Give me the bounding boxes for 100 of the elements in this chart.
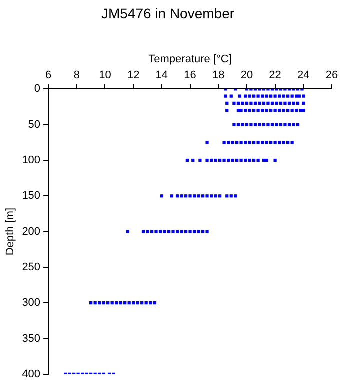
point (286, 94, 290, 98)
point (192, 230, 196, 234)
point (250, 102, 253, 106)
point (172, 230, 175, 234)
point (254, 102, 258, 106)
point (286, 141, 290, 144)
point (265, 94, 268, 98)
x-tick-label: 8 (74, 70, 80, 82)
point (206, 141, 209, 144)
point (98, 302, 102, 305)
point (290, 141, 294, 144)
point (290, 94, 294, 98)
point (210, 158, 214, 162)
point (248, 109, 252, 112)
point (197, 194, 200, 198)
point (206, 230, 209, 234)
point (110, 302, 114, 305)
point (262, 102, 266, 106)
point (115, 302, 118, 305)
y-tick-label: 300 (22, 297, 41, 310)
point (252, 158, 256, 162)
point (295, 94, 298, 98)
point (222, 141, 226, 144)
point (214, 158, 218, 162)
point (274, 94, 277, 98)
point (270, 109, 273, 112)
point (149, 302, 152, 305)
point (262, 158, 266, 162)
point (241, 102, 244, 106)
point (226, 109, 229, 112)
point (252, 94, 256, 98)
x-tick-label: 16 (184, 70, 196, 82)
point (146, 230, 150, 234)
point (292, 102, 296, 106)
point (206, 194, 209, 198)
point (256, 158, 260, 162)
point (90, 302, 93, 305)
point (226, 141, 230, 144)
point (302, 94, 306, 98)
point (218, 158, 222, 162)
point (232, 102, 236, 106)
point (256, 109, 260, 112)
point (240, 158, 243, 162)
point (126, 230, 130, 234)
point (206, 158, 209, 162)
point (230, 94, 233, 98)
point (290, 109, 294, 112)
y-tick-label: 400 (22, 368, 41, 380)
point (284, 123, 287, 126)
y-tick-label: 150 (22, 190, 41, 202)
point (252, 141, 256, 144)
point (192, 158, 195, 162)
point (102, 302, 106, 305)
point (265, 158, 268, 162)
x-axis-title: Temperature [°C] (148, 53, 232, 66)
point (282, 141, 286, 144)
point (235, 141, 239, 144)
y-tick-label: 0 (34, 83, 41, 96)
point (94, 302, 97, 305)
point (258, 123, 262, 126)
point (296, 102, 300, 106)
point (124, 302, 127, 305)
point (302, 109, 306, 112)
y-tick-label: 100 (22, 154, 41, 167)
point (256, 141, 260, 144)
point (270, 94, 273, 98)
point (236, 102, 240, 106)
point (150, 230, 154, 234)
x-tick-label: 18 (212, 70, 225, 82)
point (288, 102, 292, 106)
point (167, 230, 171, 234)
point (302, 102, 306, 106)
y-tick-label: 200 (22, 226, 41, 238)
point (245, 102, 249, 106)
point (142, 230, 146, 234)
point (270, 102, 274, 106)
point (292, 123, 296, 126)
point (180, 194, 184, 198)
point (186, 158, 189, 162)
point (106, 302, 110, 305)
point (158, 230, 162, 234)
x-tick-label: 26 (326, 70, 338, 82)
point (279, 123, 283, 126)
point (232, 123, 236, 126)
point (261, 141, 264, 144)
point (258, 102, 262, 106)
point (226, 194, 229, 198)
point (274, 141, 277, 144)
point (296, 123, 300, 126)
point (160, 194, 164, 198)
point (286, 109, 290, 112)
point (198, 158, 202, 162)
point (235, 158, 239, 162)
point (244, 94, 248, 98)
point (136, 302, 140, 305)
point (176, 194, 180, 198)
point (298, 94, 301, 98)
point (214, 194, 218, 198)
y-tick-label: 50 (28, 118, 41, 131)
point (244, 141, 248, 144)
